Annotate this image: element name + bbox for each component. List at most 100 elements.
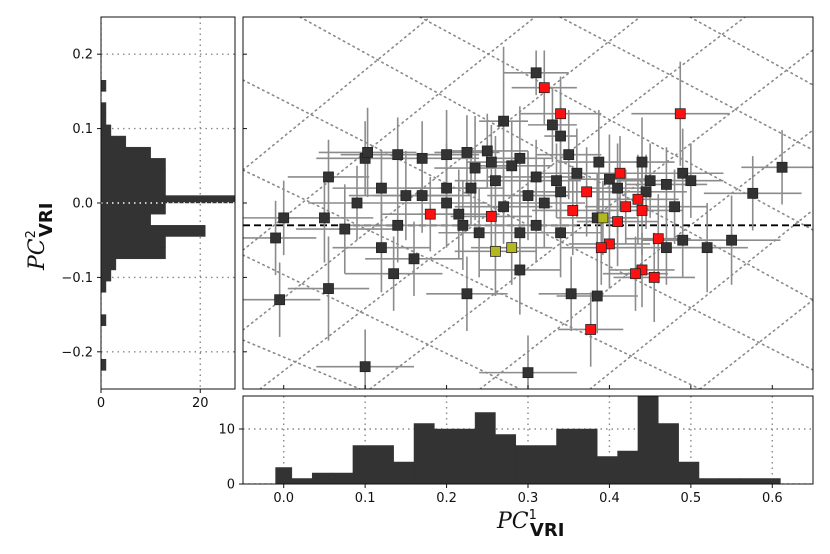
side-hist-bar — [101, 269, 112, 282]
y-tick-label: −0.1 — [61, 271, 93, 286]
x-axis-label: PC1 VRI — [496, 508, 564, 541]
side-hist-bar — [101, 146, 151, 159]
data-point — [551, 175, 562, 187]
x-hist-bar — [332, 472, 354, 484]
data-point — [636, 156, 648, 168]
data-point — [441, 182, 452, 194]
data-point — [323, 283, 334, 294]
data-point — [400, 190, 412, 201]
x-hist-bar — [637, 396, 659, 484]
x-hist-bar — [495, 434, 517, 484]
x-hist-bar — [596, 456, 618, 484]
data-point — [351, 197, 363, 209]
x-hist-bar — [311, 472, 333, 484]
x-hist-bar — [454, 428, 476, 484]
data-points — [270, 67, 788, 379]
grid-line — [243, 254, 521, 389]
x-hist-bar — [352, 445, 374, 484]
side-x-tick-label: 20 — [192, 396, 209, 411]
data-point — [530, 171, 542, 183]
x-hist-bar — [373, 445, 394, 484]
data-point — [498, 201, 509, 213]
data-point-red — [614, 167, 626, 179]
x-hist-bar — [291, 478, 313, 484]
data-point-red — [630, 268, 641, 280]
grid-line — [243, 17, 431, 171]
x-tick-label: 0.6 — [762, 491, 783, 506]
side-hist-bar — [101, 135, 127, 148]
side-hist-bar — [101, 280, 107, 293]
data-point — [685, 175, 697, 187]
side-histogram-bars — [101, 79, 235, 371]
data-point — [661, 242, 672, 254]
data-point — [359, 361, 371, 373]
x-hist-bar — [759, 478, 781, 484]
y-tick-label: 0.0 — [72, 197, 93, 212]
data-point — [644, 175, 656, 187]
x-hist-bar — [739, 478, 761, 484]
x-hist-bar — [413, 423, 435, 484]
data-point — [319, 212, 330, 224]
data-point — [473, 227, 485, 239]
side-hist-bar — [101, 225, 206, 237]
x-tick-label: 0.5 — [681, 491, 702, 506]
data-point-red — [648, 271, 660, 283]
side-hist-bar — [101, 79, 107, 92]
side-hist-bar — [101, 258, 117, 271]
data-point — [640, 186, 652, 198]
data-point — [498, 115, 509, 127]
y-axis-label: PC2VRI — [24, 203, 57, 271]
data-point — [506, 160, 518, 172]
side-hist-bar — [101, 124, 112, 137]
grid-line — [243, 17, 641, 331]
data-point — [530, 219, 542, 231]
data-point — [726, 234, 737, 246]
data-point — [555, 227, 566, 239]
side-hist-bar — [101, 102, 107, 114]
data-point — [392, 219, 404, 231]
data-point-red — [674, 108, 686, 120]
grid-line — [243, 17, 536, 251]
x-tick-label: 0.2 — [436, 491, 457, 506]
grid-line — [243, 339, 361, 389]
data-point — [563, 149, 575, 161]
data-point — [565, 288, 577, 300]
data-point — [514, 227, 526, 239]
data-point-red — [620, 201, 632, 213]
x-hist-bar — [576, 428, 598, 484]
data-point — [661, 178, 672, 190]
side-hist-bar — [101, 202, 166, 215]
data-point-red — [581, 186, 593, 198]
y-tick-label: 0.1 — [72, 122, 93, 137]
data-point — [776, 161, 788, 173]
data-point — [538, 197, 550, 209]
side-hist-bar — [101, 113, 107, 126]
data-point — [571, 167, 583, 179]
data-point — [376, 242, 387, 254]
side-hist-bar — [101, 195, 235, 204]
data-point-red — [567, 205, 579, 216]
data-point — [701, 242, 713, 254]
data-point — [593, 156, 605, 168]
x-hist-bar — [474, 412, 496, 484]
side-histogram-panel: −0.2 −0.1 0.0 0.1 0.2 0 20 — [61, 16, 247, 411]
grid-line — [689, 17, 813, 86]
y-tick-label: 0.2 — [72, 48, 93, 63]
x-tick-label: 0.3 — [518, 491, 539, 506]
data-point — [461, 147, 473, 158]
data-point — [469, 162, 481, 174]
data-point-yellow — [597, 212, 609, 224]
x-hist-bar — [275, 467, 293, 484]
data-point-red — [585, 324, 597, 335]
side-hist-bar — [101, 314, 107, 327]
data-point — [461, 288, 473, 300]
data-point-red — [424, 208, 436, 220]
grid-line — [479, 129, 813, 389]
x-hist-y-tick-label: 10 — [218, 423, 235, 438]
data-point — [376, 182, 387, 194]
main-grid — [243, 17, 813, 389]
data-point — [514, 264, 526, 276]
data-point — [669, 201, 680, 213]
x-hist-ticks: 0.0 0.1 0.2 0.3 0.4 0.5 0.6 0 10 — [218, 385, 783, 506]
